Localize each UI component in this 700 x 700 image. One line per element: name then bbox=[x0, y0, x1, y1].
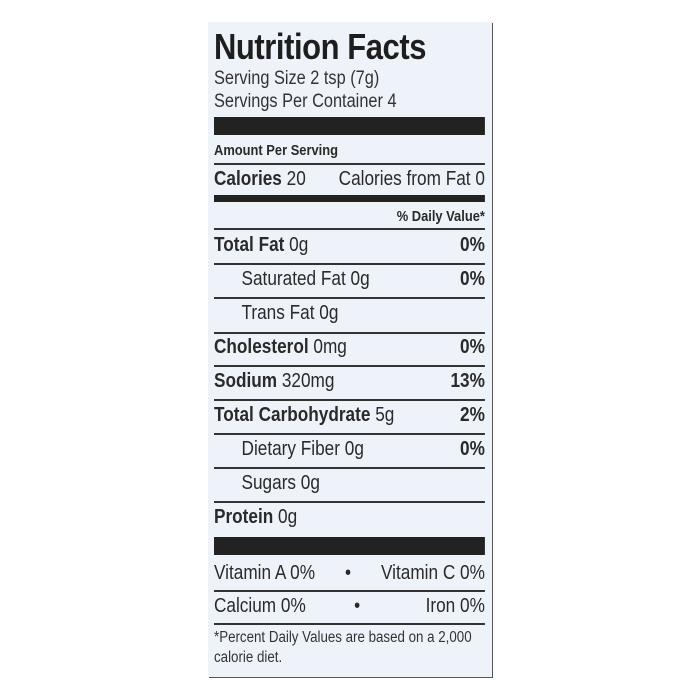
nutrient-amount: 0mg bbox=[313, 336, 347, 358]
nutrient-dv: 2% bbox=[460, 404, 485, 426]
nutrient-row-total-carbohydrate: Total Carbohydrate 5g 2% bbox=[214, 404, 485, 427]
nutrient-amount: 320mg bbox=[281, 370, 335, 392]
amount-per-serving: Amount Per Serving bbox=[214, 142, 339, 159]
nutrient-amount: 0g bbox=[319, 302, 339, 324]
nutrient-label: Cholesterol bbox=[214, 336, 309, 358]
divider bbox=[214, 297, 485, 299]
footnote: *Percent Daily Values are based on a 2,0… bbox=[214, 629, 472, 666]
divider bbox=[214, 263, 485, 265]
nutrient-amount: 0g bbox=[300, 472, 320, 494]
calcium: Calcium 0% bbox=[214, 595, 306, 617]
servings-per-container: Servings Per Container 4 bbox=[214, 91, 397, 112]
nutrient-label: Total Fat bbox=[214, 234, 285, 256]
iron: Iron 0% bbox=[425, 595, 485, 617]
nutrient-row-cholesterol: Cholesterol 0mg 0% bbox=[214, 336, 485, 359]
nutrient-label: Sugars bbox=[241, 472, 297, 494]
nutrient-label: Dietary Fiber bbox=[241, 438, 340, 460]
divider bbox=[214, 365, 485, 367]
vitamin-a: Vitamin A 0% bbox=[214, 562, 316, 584]
bullet: • bbox=[345, 562, 352, 584]
calories-row: Calories 20 Calories from Fat 0 bbox=[214, 168, 485, 191]
nutrient-row-protein: Protein 0g bbox=[214, 506, 485, 529]
medium-divider bbox=[214, 195, 485, 202]
divider bbox=[214, 399, 485, 401]
nutrient-dv: 0% bbox=[460, 438, 485, 460]
serving-size: Serving Size 2 tsp (7g) bbox=[214, 68, 380, 89]
nutrient-label: Total Carbohydrate bbox=[214, 404, 371, 426]
thick-divider bbox=[214, 537, 485, 555]
nutrient-label: Protein bbox=[214, 506, 274, 528]
nutrient-row-sugars: Sugars 0g bbox=[214, 472, 485, 495]
label-title: Nutrition Facts bbox=[214, 26, 427, 67]
divider bbox=[214, 433, 485, 435]
mineral-row: Calcium 0% • Iron 0% bbox=[214, 595, 485, 618]
daily-value-header: % Daily Value* bbox=[396, 208, 485, 225]
vitamin-c: Vitamin C 0% bbox=[381, 562, 485, 584]
nutrient-row-trans-fat: Trans Fat 0g bbox=[214, 302, 485, 325]
nutrient-dv: 13% bbox=[450, 370, 485, 392]
calories-value: 20 bbox=[286, 168, 306, 190]
calories-label: Calories bbox=[214, 168, 282, 190]
divider bbox=[214, 590, 485, 592]
divider bbox=[214, 163, 485, 165]
thick-divider bbox=[214, 117, 485, 135]
nutrient-row-saturated-fat: Saturated Fat 0g 0% bbox=[214, 268, 485, 291]
nutrient-row-total-fat: Total Fat 0g 0% bbox=[214, 234, 485, 257]
divider bbox=[214, 623, 485, 625]
nutrient-dv: 0% bbox=[460, 336, 485, 358]
nutrient-row-dietary-fiber: Dietary Fiber 0g 0% bbox=[214, 438, 485, 461]
divider bbox=[214, 467, 485, 469]
nutrient-dv: 0% bbox=[460, 268, 485, 290]
divider bbox=[214, 228, 485, 230]
nutrient-label: Saturated Fat bbox=[241, 268, 346, 290]
nutrient-amount: 0g bbox=[350, 268, 370, 290]
vitamin-row: Vitamin A 0% • Vitamin C 0% bbox=[214, 562, 485, 585]
nutrient-amount: 5g bbox=[375, 404, 395, 426]
divider bbox=[214, 501, 485, 503]
divider bbox=[214, 332, 485, 334]
nutrition-facts-label: Nutrition Facts Serving Size 2 tsp (7g) … bbox=[208, 22, 492, 677]
nutrient-amount: 0g bbox=[344, 438, 364, 460]
nutrient-label: Sodium bbox=[214, 370, 278, 392]
nutrient-label: Trans Fat bbox=[241, 302, 315, 324]
nutrient-amount: 0g bbox=[278, 506, 298, 528]
nutrient-dv: 0% bbox=[460, 234, 485, 256]
bullet: • bbox=[354, 595, 361, 617]
nutrient-row-sodium: Sodium 320mg 13% bbox=[214, 370, 485, 393]
nutrient-amount: 0g bbox=[289, 234, 309, 256]
calories-from-fat: Calories from Fat 0 bbox=[338, 168, 485, 190]
